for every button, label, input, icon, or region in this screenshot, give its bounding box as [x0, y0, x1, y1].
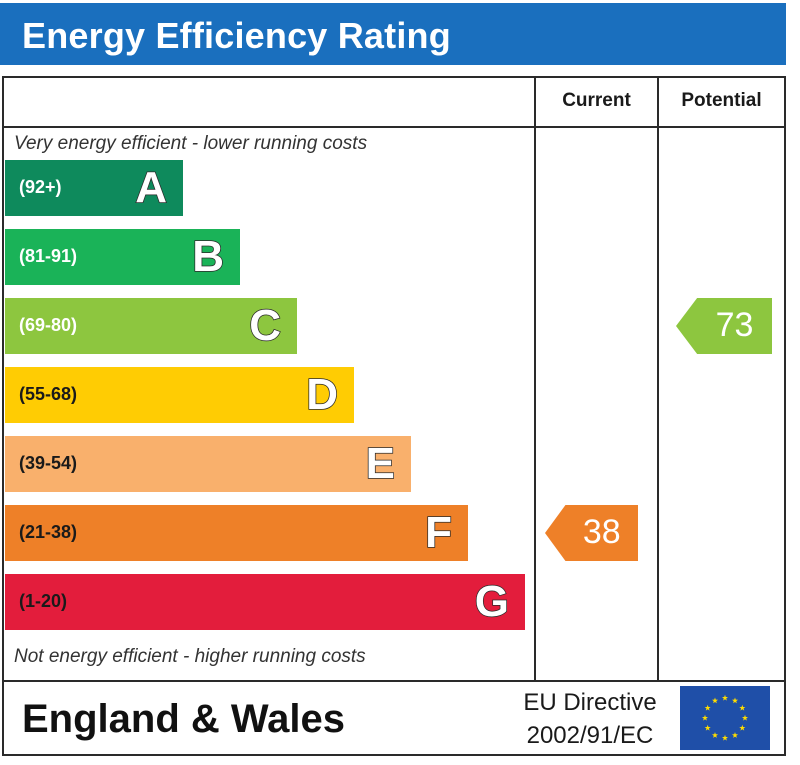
- divider-potential: [657, 76, 659, 682]
- title-bar: Energy Efficiency Rating: [0, 3, 786, 65]
- band-letter: E: [365, 438, 396, 489]
- band-letter: B: [191, 231, 224, 282]
- band-d: (55-68) D: [5, 367, 354, 423]
- band-range: (1-20): [19, 591, 68, 611]
- eu-star-icon: [704, 704, 711, 711]
- potential-rating-arrow-shape: [676, 298, 772, 354]
- eu-star-icon: [741, 714, 749, 721]
- band-a: (92+) A: [5, 160, 183, 216]
- band-g: (1-20) G: [5, 574, 525, 630]
- eu-directive: EU Directive 2002/91/EC: [508, 686, 672, 752]
- band-range: (92+): [19, 177, 62, 197]
- band-e: (39-54) E: [5, 436, 411, 492]
- eu-flag-icon: [680, 686, 770, 750]
- band-c: (69-80) C: [5, 298, 297, 354]
- current-rating-arrow: 38: [545, 505, 638, 561]
- divider-footer: [2, 680, 786, 682]
- eu-star-icon: [721, 694, 729, 701]
- note-bottom: Not energy efficient - higher running co…: [14, 646, 366, 667]
- band-letter: F: [424, 507, 452, 558]
- region-label: England & Wales: [22, 697, 346, 741]
- rating-table: [2, 76, 786, 756]
- band-range: (69-80): [19, 315, 78, 335]
- eu-star-icon: [731, 732, 739, 738]
- band-range: (55-68): [19, 384, 78, 404]
- chart-title: Energy Efficiency Rating: [22, 15, 451, 56]
- band-letter: D: [305, 369, 338, 420]
- eu-star-icon: [704, 724, 711, 731]
- eu-star-icon: [721, 734, 729, 741]
- eu-star-icon: [711, 697, 719, 704]
- potential-rating-arrow: 73: [676, 298, 772, 354]
- band-range: (39-54): [19, 453, 78, 473]
- divider-current: [534, 76, 536, 682]
- note-top: Very energy efficient - lower running co…: [14, 133, 368, 154]
- eu-star-icon: [701, 714, 709, 721]
- band-b: (81-91) B: [5, 229, 240, 285]
- eu-star-icon: [739, 704, 746, 711]
- band-letter: G: [474, 576, 510, 627]
- band-letter: C: [248, 300, 281, 351]
- potential-rating-arrow-value: 73: [715, 306, 754, 344]
- column-header-current: Current: [562, 90, 631, 111]
- eu-star-icon: [711, 732, 719, 738]
- eu-star-icon: [739, 724, 746, 731]
- current-rating-arrow-shape: [545, 505, 638, 561]
- band-f: (21-38) F: [5, 505, 468, 561]
- directive-line-2: 2002/91/EC: [526, 722, 654, 749]
- divider-header: [2, 126, 786, 128]
- band-range: (81-91): [19, 246, 78, 266]
- column-header-potential: Potential: [681, 90, 762, 111]
- eu-stars-icon: [701, 694, 749, 741]
- current-rating-arrow-value: 38: [582, 513, 621, 551]
- directive-line-1: EU Directive: [523, 689, 657, 716]
- band-letter: A: [134, 162, 167, 213]
- eu-star-icon: [731, 697, 739, 704]
- band-range: (21-38): [19, 522, 78, 542]
